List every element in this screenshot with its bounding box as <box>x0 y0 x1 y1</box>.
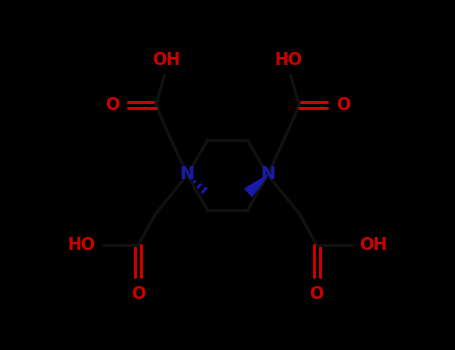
Polygon shape <box>245 175 268 196</box>
Text: O: O <box>309 285 324 303</box>
Text: OH: OH <box>152 51 180 69</box>
Text: O: O <box>105 96 119 114</box>
Text: N: N <box>180 165 195 183</box>
Text: O: O <box>336 96 350 114</box>
Text: HO: HO <box>275 51 303 69</box>
Text: OH: OH <box>359 236 388 254</box>
Text: N: N <box>260 165 275 183</box>
Text: O: O <box>131 285 146 303</box>
Text: HO: HO <box>67 236 96 254</box>
